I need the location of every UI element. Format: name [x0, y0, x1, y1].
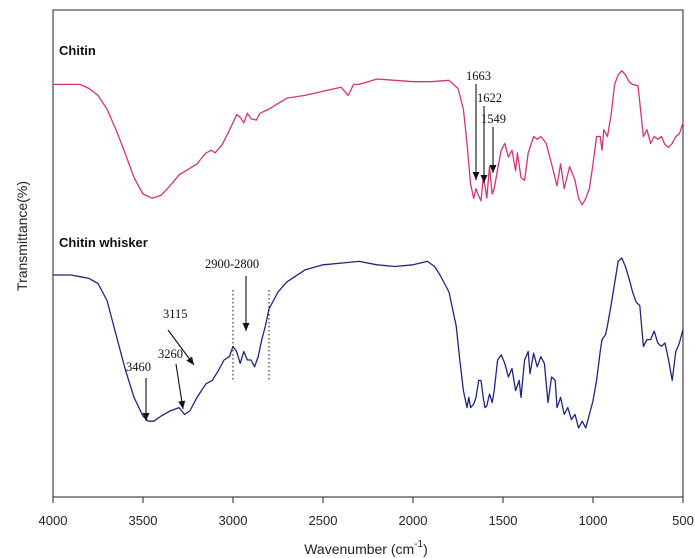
x-axis-ticks: 4000 3500 3000 2500 2000 1500 1000 500	[39, 497, 694, 528]
peak-label-3115: 3115	[163, 307, 188, 321]
series-label-chitin: Chitin	[59, 43, 96, 58]
peak-arrowhead-1549	[489, 165, 497, 173]
x-axis-title-sup: -1	[414, 539, 423, 550]
peak-label-3460: 3460	[126, 360, 151, 374]
x-tick-label: 1500	[489, 513, 518, 528]
x-tick-label: 3500	[129, 513, 158, 528]
x-tick-label: 2000	[399, 513, 428, 528]
peak-label-3260: 3260	[158, 347, 183, 361]
peak-arrowhead-1622	[480, 175, 488, 183]
peak-label-1549: 1549	[481, 112, 506, 126]
annotation-layer: 1663 1622 1549 2900-2800 3115 3260 3460	[126, 69, 506, 421]
plot-frame	[52, 9, 684, 498]
x-tick-label: 3000	[219, 513, 248, 528]
series-line-chitin-whisker	[53, 257, 684, 429]
x-tick-label: 1000	[579, 513, 608, 528]
peak-label-1663: 1663	[466, 69, 491, 83]
peak-label-1622: 1622	[477, 91, 502, 105]
x-tick-label: 4000	[39, 513, 68, 528]
series-line-chitin	[53, 70, 684, 206]
x-axis-title-main: Wavenumber (cm	[304, 541, 414, 557]
peak-arrowhead-3460	[142, 413, 150, 421]
y-axis-title: Transmittance(%)	[14, 181, 30, 291]
peak-arrowhead-1663	[472, 172, 480, 180]
x-tick-label: 500	[672, 513, 694, 528]
peak-arrowhead-3260	[178, 400, 186, 409]
x-tick-label: 2500	[309, 513, 338, 528]
series-label-chitin-whisker: Chitin whisker	[59, 235, 148, 250]
series-layer	[53, 70, 684, 429]
x-axis-title: Wavenumber (cm-1)	[304, 539, 428, 557]
peak-arrowhead-2900-2800	[242, 323, 250, 331]
peak-arrowhead-3115	[186, 356, 194, 365]
x-axis-title-close: )	[423, 541, 428, 557]
peak-label-2900-2800: 2900-2800	[205, 257, 259, 271]
